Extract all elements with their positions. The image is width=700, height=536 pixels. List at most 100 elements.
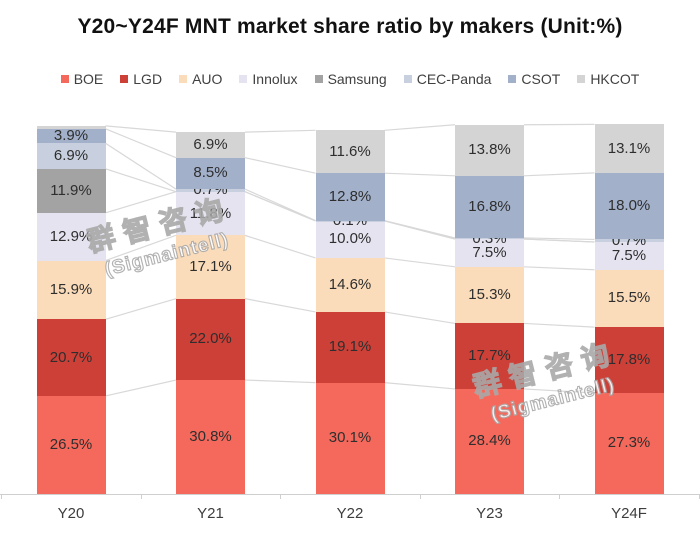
bar-segment-boe xyxy=(315,382,385,494)
x-axis-tick xyxy=(419,494,421,499)
connector-line xyxy=(105,128,177,159)
segment-value-label: 17.1% xyxy=(189,258,232,275)
connector-line xyxy=(384,382,456,390)
bar-segment-cec-panda xyxy=(36,143,106,169)
legend-swatch-icon xyxy=(314,75,323,83)
bar-segment-csot xyxy=(315,173,385,221)
connector-line xyxy=(244,234,316,259)
legend-label: HKCOT xyxy=(590,71,640,87)
bar-segment-lgd xyxy=(36,319,106,396)
x-axis-category-label: Y20 xyxy=(57,505,85,522)
bar-segment-hkcot xyxy=(594,124,664,173)
segment-value-label: 7.5% xyxy=(472,243,507,261)
connector-line xyxy=(523,237,595,241)
segment-value-label: 16.8% xyxy=(468,197,511,215)
connector-line xyxy=(105,234,177,262)
legend-item-samsung: Samsung xyxy=(314,71,387,87)
segment-value-label: 6.9% xyxy=(53,147,89,164)
connector-line xyxy=(244,157,316,174)
connector-line xyxy=(105,125,177,133)
legend-swatch-icon xyxy=(508,75,517,83)
legend-swatch-icon xyxy=(239,75,248,83)
connector-line xyxy=(244,379,316,384)
bar-segment-innolux xyxy=(594,242,664,270)
connector-line xyxy=(105,379,177,397)
legend-label: Samsung xyxy=(327,71,387,87)
bar-segment-cec-panda xyxy=(315,220,385,222)
bar-segment-innolux xyxy=(315,220,385,258)
legend-label: BOE xyxy=(73,71,104,87)
connector-line xyxy=(523,322,595,328)
connector-line xyxy=(384,257,456,268)
legend-item-auo: AUO xyxy=(179,71,222,87)
x-axis-category-label: Y21 xyxy=(197,505,224,522)
bar-segment-innolux xyxy=(36,212,106,261)
connector-line xyxy=(244,129,316,133)
legend-item-boe: BOE xyxy=(60,71,104,87)
connector-line xyxy=(384,311,456,325)
bar-segment-auo xyxy=(36,260,106,320)
connector-line xyxy=(523,388,595,394)
segment-value-label: 12.8% xyxy=(328,187,372,205)
connector-line xyxy=(384,220,456,240)
connector-line xyxy=(523,266,595,271)
x-axis-tick xyxy=(559,494,560,499)
segment-value-label: 10.0% xyxy=(328,230,372,248)
segment-value-label: 8.5% xyxy=(193,164,228,182)
legend-label: CEC-Panda xyxy=(416,71,492,87)
segment-value-label: 15.5% xyxy=(607,289,651,307)
legend-item-cec-panda: CEC-Panda xyxy=(403,71,492,87)
segment-value-label: 30.1% xyxy=(328,429,372,447)
bar-segment-lgd xyxy=(315,311,385,383)
bar-segment-csot xyxy=(176,157,245,190)
legend-swatch-icon xyxy=(120,75,129,83)
connector-line xyxy=(244,298,316,313)
legend-item-csot: CSOT xyxy=(508,71,560,87)
chart-title: Y20~Y24F MNT market share ratio by maker… xyxy=(77,15,623,38)
segment-value-label: 27.3% xyxy=(607,434,651,452)
segment-value-label: 7.5% xyxy=(611,246,647,264)
bar-segment-csot xyxy=(594,172,664,240)
segment-value-label: 18.0% xyxy=(607,197,651,215)
connector-line xyxy=(105,191,177,214)
bar-segment-hkcot xyxy=(315,130,385,174)
bar-segment-cec-panda xyxy=(176,189,245,192)
bar-segment-auo xyxy=(176,235,245,299)
bar-segment-cec-panda xyxy=(594,239,664,243)
chart-legend: BOE LGD AUO Innolux Samsung CEC-Panda CSOT HKCO… xyxy=(0,71,700,87)
connector-line xyxy=(523,238,595,243)
legend-swatch-icon xyxy=(179,75,188,83)
x-axis-tick xyxy=(280,494,281,499)
segment-value-label: 20.7% xyxy=(49,348,93,366)
legend-label: Innolux xyxy=(252,71,298,87)
connector-line xyxy=(105,142,177,190)
segment-value-label: 26.5% xyxy=(49,435,93,453)
x-axis-category-label: Y22 xyxy=(336,505,364,522)
bar-segment-hkcot xyxy=(455,124,524,176)
bar-segment-auo xyxy=(455,266,524,324)
connector-line xyxy=(523,172,595,177)
connector-line xyxy=(384,219,456,239)
legend-item-lgd: LGD xyxy=(120,71,162,87)
connector-line xyxy=(384,124,456,131)
segment-value-label: 14.6% xyxy=(328,275,372,293)
legend-swatch-icon xyxy=(403,75,412,83)
connector-line xyxy=(105,168,177,193)
segment-value-label: 13.8% xyxy=(468,141,511,159)
segment-value-label: 15.3% xyxy=(468,286,511,304)
segment-value-label: 6.9% xyxy=(193,135,228,153)
x-axis-tick xyxy=(698,494,700,499)
connector-line xyxy=(384,220,456,240)
x-axis-category-label: Y24F xyxy=(611,505,647,522)
legend-swatch-icon xyxy=(577,75,586,83)
segment-value-label: 3.9% xyxy=(53,127,89,145)
segment-value-label: 11.6% xyxy=(329,142,371,160)
segment-value-label: 22.0% xyxy=(189,330,232,348)
segment-value-label: 13.1% xyxy=(607,139,651,157)
bar-segment-auo xyxy=(315,257,385,312)
bar-segment-samsung xyxy=(36,168,106,213)
bar-segment-boe xyxy=(36,395,106,494)
legend-item-hkcot: HKCOT xyxy=(577,71,639,87)
legend-swatch-icon xyxy=(60,75,69,83)
bar-segment-boe xyxy=(176,380,245,494)
